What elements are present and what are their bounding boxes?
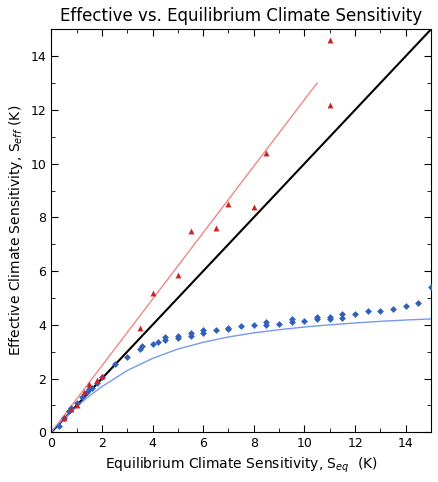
Point xyxy=(225,200,232,208)
X-axis label: Equilibrium Climate Sensitivity, S$_{eq}$  (K): Equilibrium Climate Sensitivity, S$_{eq}… xyxy=(105,456,378,475)
Point xyxy=(187,227,194,235)
Point xyxy=(263,321,270,329)
Point xyxy=(352,310,359,318)
Point xyxy=(136,345,143,353)
Point xyxy=(225,325,232,333)
Point xyxy=(238,322,245,330)
Point xyxy=(139,343,146,350)
Point xyxy=(187,332,194,339)
Point xyxy=(200,329,207,337)
Point xyxy=(326,36,333,44)
Point xyxy=(111,360,118,368)
Point xyxy=(65,407,72,415)
Point xyxy=(402,302,409,310)
Point xyxy=(200,326,207,334)
Point xyxy=(415,299,422,307)
Point xyxy=(364,308,371,315)
Point xyxy=(68,404,75,412)
Point xyxy=(60,414,67,421)
Point xyxy=(60,414,67,421)
Point xyxy=(389,305,396,313)
Point xyxy=(99,374,106,381)
Point xyxy=(263,149,270,157)
Point xyxy=(326,316,333,323)
Point xyxy=(212,224,219,232)
Point xyxy=(78,393,85,401)
Point xyxy=(263,318,270,326)
Point xyxy=(93,376,100,384)
Title: Effective vs. Equilibrium Climate Sensitivity: Effective vs. Equilibrium Climate Sensit… xyxy=(60,7,422,25)
Point xyxy=(68,406,75,414)
Point xyxy=(225,324,232,332)
Point xyxy=(81,388,88,396)
Point xyxy=(377,308,384,315)
Point xyxy=(427,283,434,291)
Point xyxy=(301,317,308,325)
Point xyxy=(55,422,62,429)
Point xyxy=(162,336,169,344)
Point xyxy=(149,340,156,348)
Point xyxy=(288,316,295,323)
Point xyxy=(86,386,93,393)
Point xyxy=(136,324,143,332)
Point xyxy=(174,335,181,342)
Point xyxy=(124,353,131,361)
Point xyxy=(187,329,194,337)
Point xyxy=(99,372,106,380)
Point xyxy=(154,338,161,346)
Point xyxy=(73,402,80,409)
Point xyxy=(162,333,169,341)
Point xyxy=(73,399,80,407)
Point xyxy=(314,316,321,323)
Point xyxy=(93,379,100,387)
Point xyxy=(339,310,346,318)
Point xyxy=(83,388,90,396)
Point xyxy=(149,289,156,296)
Y-axis label: Effective Climate Sensitivity, S$_{eff}$ (K): Effective Climate Sensitivity, S$_{eff}$… xyxy=(7,105,25,357)
Point xyxy=(314,313,321,321)
Point xyxy=(288,318,295,326)
Point xyxy=(88,384,95,392)
Point xyxy=(339,314,346,322)
Point xyxy=(250,203,257,211)
Point xyxy=(212,326,219,334)
Point xyxy=(326,101,333,108)
Point xyxy=(250,321,257,329)
Point xyxy=(276,320,283,327)
Point xyxy=(86,380,93,388)
Point xyxy=(174,332,181,339)
Point xyxy=(326,313,333,321)
Point xyxy=(174,271,181,279)
